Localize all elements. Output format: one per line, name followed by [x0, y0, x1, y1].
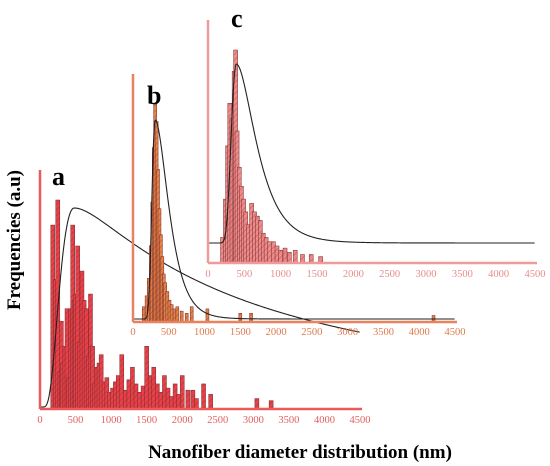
tick-label-a-1000: 1000 — [101, 415, 122, 426]
bar-b-150 — [141, 306, 146, 323]
bar-a-2300 — [201, 383, 206, 410]
tick-label-b-2500: 2500 — [301, 327, 322, 338]
bar-a-3250 — [268, 400, 274, 410]
tick-label-c-2500: 2500 — [379, 269, 400, 280]
tick-label-c-2000: 2000 — [343, 269, 364, 280]
tick-label-a-0: 0 — [37, 415, 42, 426]
bar-c-1420 — [308, 254, 314, 264]
tick-label-b-500: 500 — [161, 327, 177, 338]
tick-label-c-3000: 3000 — [416, 269, 437, 280]
tick-label-a-2000: 2000 — [172, 415, 193, 426]
bar-b-1650 — [249, 313, 253, 323]
tick-label-c-500: 500 — [236, 269, 252, 280]
bar-b-1040 — [205, 308, 210, 323]
panel-b: 0 500 1000 1500 2000 2500 3000 3500 4000 4500 — [130, 74, 466, 338]
bar-c-1060 — [282, 247, 288, 264]
bar-b-820 — [189, 306, 194, 323]
panel-b-label: b — [147, 81, 161, 110]
bar-c-1000 — [278, 249, 283, 264]
bar-b-540 — [169, 304, 174, 323]
tick-label-b-0: 0 — [130, 327, 135, 338]
tick-label-b-1000: 1000 — [194, 327, 215, 338]
bar-a-2200 — [194, 398, 199, 410]
bar-c-1300 — [300, 254, 305, 264]
tick-label-c-1500: 1500 — [307, 269, 328, 280]
tick-label-a-2500: 2500 — [207, 415, 228, 426]
tick-label-b-2000: 2000 — [266, 327, 287, 338]
x-axis-title: Nanofiber diameter distribution (nm) — [148, 442, 452, 463]
fit-curve-c — [208, 63, 535, 244]
tick-label-c-4000: 4000 — [488, 269, 509, 280]
tick-label-b-3000: 3000 — [337, 327, 358, 338]
bar-c-1200 — [292, 249, 298, 264]
tick-label-a-4500: 4500 — [350, 415, 371, 426]
tick-label-a-500: 500 — [68, 415, 84, 426]
bar-b-580 — [172, 308, 177, 323]
tick-label-a-3500: 3500 — [278, 415, 299, 426]
tick-label-c-0: 0 — [205, 269, 210, 280]
tick-label-c-4500: 4500 — [525, 269, 546, 280]
bar-b-620 — [175, 306, 180, 323]
tick-label-b-4000: 4000 — [409, 327, 430, 338]
bar-a-2400 — [208, 394, 213, 410]
bar-c-1120 — [287, 252, 292, 264]
tick-label-c-1000: 1000 — [270, 269, 291, 280]
bar-a-2000 — [179, 375, 185, 410]
panel-a: 0 500 1000 1500 2000 2500 3000 3500 4000 4500 — [37, 170, 371, 426]
fit-curve-a — [40, 207, 360, 408]
bar-b-750 — [184, 313, 189, 323]
tick-label-a-4000: 4000 — [314, 415, 335, 426]
y-axis-title: Frequencies (a.u) — [4, 170, 25, 310]
bar-a-2080 — [185, 389, 191, 410]
fit-curve-b — [133, 119, 455, 320]
tick-label-c-3500: 3500 — [452, 269, 473, 280]
bar-b-680 — [179, 310, 184, 323]
tick-label-b-4500: 4500 — [445, 327, 466, 338]
tick-label-b-3500: 3500 — [373, 327, 394, 338]
tick-label-a-3000: 3000 — [243, 415, 264, 426]
tick-label-a-1500: 1500 — [136, 415, 157, 426]
panel-c: 0 500 1000 1500 2000 2500 3000 3500 4000 4500 — [205, 20, 546, 280]
bar-b-1500 — [238, 313, 243, 323]
panel-a-label: a — [52, 162, 65, 191]
panel-c-label: c — [231, 4, 243, 33]
tick-label-b-1500: 1500 — [230, 327, 251, 338]
bar-a-3050 — [254, 398, 260, 410]
